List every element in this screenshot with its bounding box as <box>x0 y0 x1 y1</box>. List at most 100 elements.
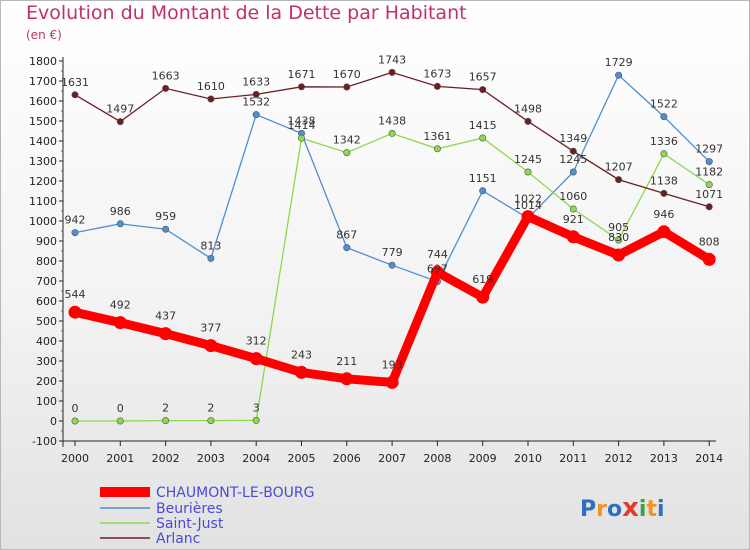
data-point <box>113 316 127 330</box>
data-label: 1138 <box>650 174 678 187</box>
series-line-arlanc <box>74 71 710 208</box>
data-point <box>297 134 305 142</box>
data-label: 1438 <box>288 114 316 127</box>
data-label: 619 <box>472 273 493 286</box>
data-label: 1498 <box>514 102 542 115</box>
y-tick-label: 1700 <box>29 75 57 88</box>
data-point <box>524 117 532 125</box>
data-label: 1671 <box>288 68 316 81</box>
data-point <box>702 252 716 266</box>
y-tick-label: 200 <box>36 375 57 388</box>
x-tick-label: 2001 <box>106 452 134 465</box>
y-tick-label: 500 <box>36 315 57 328</box>
data-label: 0 <box>117 402 124 415</box>
data-point <box>249 352 263 366</box>
data-point <box>612 248 626 262</box>
data-point <box>385 375 399 389</box>
data-label: 942 <box>65 214 86 227</box>
data-label: 1349 <box>559 132 587 145</box>
data-point <box>116 417 124 425</box>
data-label: 312 <box>246 335 267 348</box>
x-tick-label: 2012 <box>605 452 633 465</box>
y-tick-label: 1600 <box>29 95 57 108</box>
x-tick-label: 2007 <box>378 452 406 465</box>
data-point <box>660 189 668 197</box>
data-point <box>207 254 215 262</box>
data-label: 1060 <box>559 190 587 203</box>
y-tick-label: 1100 <box>29 195 57 208</box>
data-label: 377 <box>200 322 221 335</box>
data-point <box>159 327 173 341</box>
data-point <box>657 225 671 239</box>
data-label: 808 <box>699 235 720 248</box>
x-tick-label: 2003 <box>197 452 225 465</box>
data-point <box>521 210 535 224</box>
data-point <box>566 230 580 244</box>
data-point <box>116 118 124 126</box>
data-point <box>68 305 82 319</box>
data-label: 211 <box>336 355 357 368</box>
data-point <box>207 95 215 103</box>
y-tick-label: 1400 <box>29 135 57 148</box>
data-point <box>343 83 351 91</box>
data-label: 1151 <box>469 172 497 185</box>
data-label: 193 <box>382 358 403 371</box>
data-point <box>433 145 441 153</box>
data-point <box>343 244 351 252</box>
data-point <box>162 84 170 92</box>
data-point <box>295 365 308 379</box>
data-point <box>705 158 713 166</box>
data-label: 1336 <box>650 135 678 148</box>
x-tick-label: 2008 <box>423 452 451 465</box>
data-point <box>430 265 444 279</box>
y-tick-label: 700 <box>36 275 57 288</box>
data-point <box>388 68 396 76</box>
y-tick-label: 0 <box>50 415 57 428</box>
data-point <box>569 205 577 213</box>
data-point <box>479 86 487 94</box>
y-tick-label: 1200 <box>29 175 57 188</box>
chart-title: Evolution du Montant de la Dette par Hab… <box>26 2 467 24</box>
data-label: 492 <box>110 299 131 312</box>
data-label: 1631 <box>61 76 89 89</box>
data-point <box>162 225 170 233</box>
y-tick-label: 900 <box>36 235 57 248</box>
data-point <box>705 181 713 189</box>
data-label: 779 <box>382 246 403 259</box>
data-label: 3 <box>253 401 260 414</box>
data-point <box>615 71 623 79</box>
data-point <box>569 147 577 155</box>
data-label: 1182 <box>695 166 723 179</box>
x-tick-label: 2004 <box>242 452 270 465</box>
data-point <box>569 168 577 176</box>
data-point <box>388 129 396 137</box>
data-label: 1670 <box>333 68 361 81</box>
y-tick-label: 1500 <box>29 115 57 128</box>
data-label: 1014 <box>514 199 542 212</box>
data-label: 1245 <box>514 153 542 166</box>
x-tick-label: 2014 <box>695 452 723 465</box>
data-point <box>479 187 487 195</box>
data-point <box>116 220 124 228</box>
data-label: 1729 <box>605 56 633 69</box>
legend-label: Arlanc <box>156 531 200 547</box>
x-tick-label: 2000 <box>61 452 89 465</box>
data-label: 1633 <box>242 75 270 88</box>
data-label: 0 <box>72 402 79 415</box>
data-point <box>204 339 218 353</box>
data-label: 959 <box>155 210 176 223</box>
data-point <box>71 417 79 425</box>
data-label: 905 <box>608 221 629 234</box>
data-point <box>476 290 490 304</box>
data-point <box>660 113 668 121</box>
data-label: 1438 <box>378 114 406 127</box>
data-point <box>297 83 305 91</box>
data-label: 1673 <box>423 67 451 80</box>
data-label: 1663 <box>152 69 180 82</box>
data-point <box>433 82 441 90</box>
data-label: 1610 <box>197 80 225 93</box>
data-label: 437 <box>155 310 176 323</box>
y-tick-label: 400 <box>36 335 57 348</box>
x-tick-label: 2005 <box>288 452 316 465</box>
data-label: 946 <box>653 208 674 221</box>
